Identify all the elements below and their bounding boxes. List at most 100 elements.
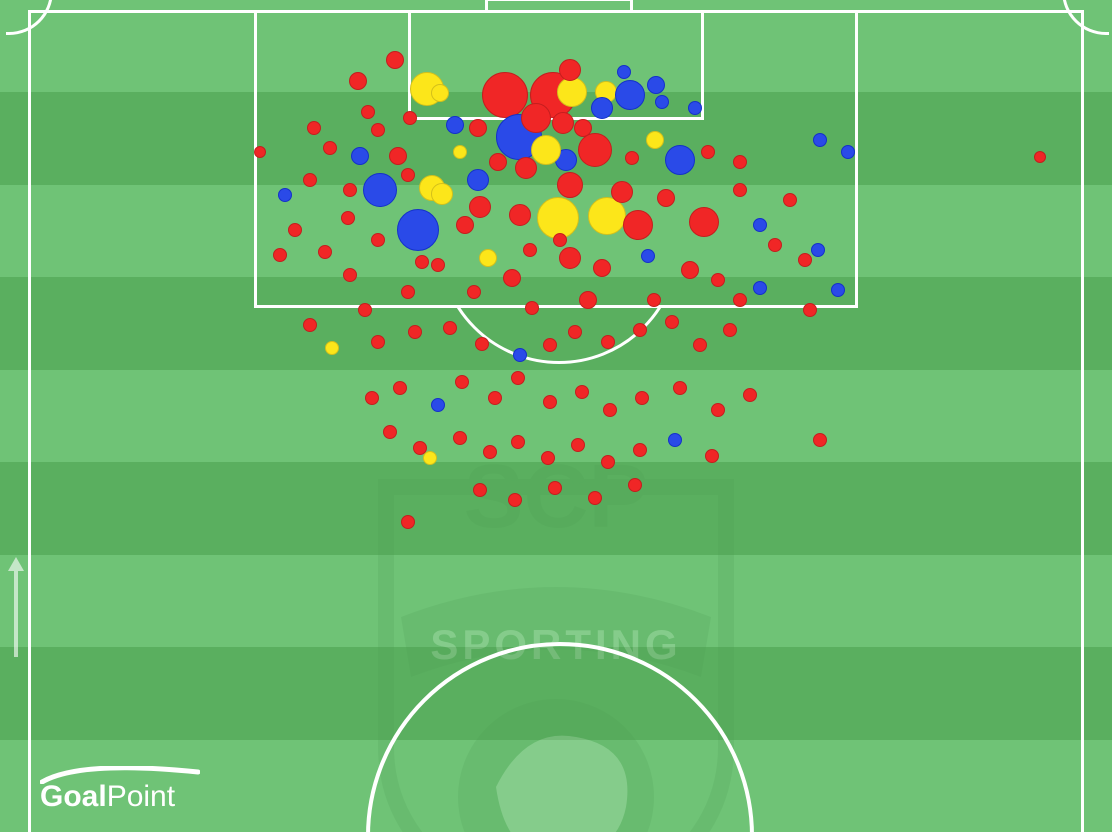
shot-marker — [541, 451, 555, 465]
shot-marker — [446, 116, 464, 134]
shot-marker — [389, 147, 407, 165]
shot-marker — [603, 403, 617, 417]
shot-marker — [665, 145, 695, 175]
shot-marker — [733, 155, 747, 169]
shot-marker — [689, 207, 719, 237]
shot-marker — [641, 249, 655, 263]
shot-marker — [559, 247, 581, 269]
shot-marker — [323, 141, 337, 155]
shot-marker — [509, 204, 531, 226]
shot-marker — [553, 233, 567, 247]
shot-marker — [443, 321, 457, 335]
background-stripe — [0, 555, 1112, 647]
shot-marker — [617, 65, 631, 79]
shot-marker — [571, 438, 585, 452]
shot-marker — [768, 238, 782, 252]
shot-marker — [351, 147, 369, 165]
shot-marker — [543, 338, 557, 352]
shot-marker — [601, 335, 615, 349]
shot-marker — [733, 183, 747, 197]
shot-marker — [548, 481, 562, 495]
shot-marker — [647, 76, 665, 94]
shot-marker — [557, 77, 587, 107]
shot-marker — [489, 153, 507, 171]
shot-marker — [288, 223, 302, 237]
shot-marker — [657, 189, 675, 207]
shot-marker — [343, 268, 357, 282]
shot-marker — [559, 59, 581, 81]
shot-marker — [467, 285, 481, 299]
shot-marker — [783, 193, 797, 207]
shot-marker — [688, 101, 702, 115]
shot-marker — [365, 391, 379, 405]
shot-marker — [647, 293, 661, 307]
shot-marker — [673, 381, 687, 395]
shot-marker — [475, 337, 489, 351]
shot-marker — [431, 84, 449, 102]
shot-marker — [467, 169, 489, 191]
shot-marker — [705, 449, 719, 463]
shot-marker — [611, 181, 633, 203]
shot-marker — [479, 249, 497, 267]
shot-marker — [693, 338, 707, 352]
shot-marker — [488, 391, 502, 405]
shot-marker — [503, 269, 521, 287]
shot-marker — [469, 196, 491, 218]
shot-marker — [511, 435, 525, 449]
shot-marker — [278, 188, 292, 202]
shot-marker — [743, 388, 757, 402]
shot-marker — [615, 80, 645, 110]
shot-marker — [371, 233, 385, 247]
shot-marker — [455, 375, 469, 389]
shot-marker — [711, 273, 725, 287]
shot-marker — [469, 119, 487, 137]
background-stripe — [0, 370, 1112, 462]
shot-marker — [588, 491, 602, 505]
shot-marker — [655, 95, 669, 109]
shot-marker — [753, 281, 767, 295]
shot-marker — [371, 335, 385, 349]
shot-marker — [325, 341, 339, 355]
shot-marker — [358, 303, 372, 317]
shot-marker — [482, 72, 528, 118]
shot-marker — [1034, 151, 1046, 163]
shot-marker — [665, 315, 679, 329]
shot-marker — [403, 111, 417, 125]
shot-marker — [601, 455, 615, 469]
shot-marker — [593, 259, 611, 277]
shot-marker — [408, 325, 422, 339]
shot-marker — [343, 183, 357, 197]
background-stripe — [0, 462, 1112, 554]
shot-marker — [591, 97, 613, 119]
shot-marker — [431, 183, 453, 205]
shot-marker — [415, 255, 429, 269]
shot-marker — [453, 145, 467, 159]
shot-marker — [371, 123, 385, 137]
shot-marker — [733, 293, 747, 307]
shot-marker — [515, 157, 537, 179]
shot-marker — [623, 210, 653, 240]
shot-marker — [431, 258, 445, 272]
shot-marker — [303, 173, 317, 187]
shot-marker — [386, 51, 404, 69]
shot-marker — [723, 323, 737, 337]
shot-marker — [513, 348, 527, 362]
shot-marker — [531, 135, 561, 165]
shot-marker — [473, 483, 487, 497]
shot-marker — [811, 243, 825, 257]
shot-marker — [646, 131, 664, 149]
brand-text-point: Point — [107, 780, 175, 813]
shot-marker — [349, 72, 367, 90]
shot-marker — [273, 248, 287, 262]
shot-marker — [401, 168, 415, 182]
shot-marker — [543, 395, 557, 409]
shot-marker — [552, 112, 574, 134]
shot-marker — [521, 103, 551, 133]
shot-marker — [383, 425, 397, 439]
shot-marker — [483, 445, 497, 459]
shot-marker — [401, 515, 415, 529]
shot-marker — [341, 211, 355, 225]
shot-marker — [523, 243, 537, 257]
shot-marker — [633, 443, 647, 457]
shot-marker — [453, 431, 467, 445]
